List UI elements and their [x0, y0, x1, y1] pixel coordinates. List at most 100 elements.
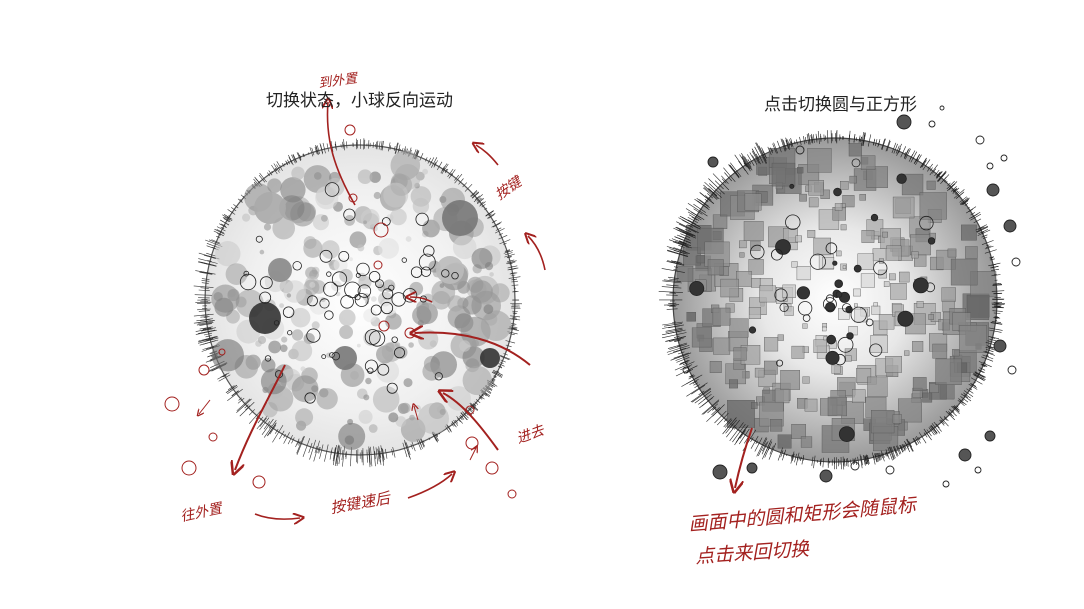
hatch-stroke: [860, 136, 862, 143]
dot: [689, 280, 705, 296]
square: [870, 335, 888, 353]
hatch-stroke: [891, 142, 897, 154]
hatch-stroke: [203, 254, 216, 259]
hatch-stroke: [678, 245, 685, 248]
ball: [422, 168, 428, 175]
hatch-stroke: [674, 361, 695, 371]
hatch-stroke: [227, 216, 230, 219]
hatch-stroke: [202, 327, 212, 331]
hatch-stroke: [459, 416, 463, 421]
ball-outline: [380, 301, 394, 315]
hatch-stroke: [507, 259, 515, 262]
hatch-stroke: [283, 433, 286, 438]
red-ball: [252, 475, 266, 489]
hatch-stroke: [861, 132, 864, 146]
hatch-stroke: [428, 437, 431, 441]
hatch-stroke: [319, 143, 323, 155]
hatch-stroke: [309, 147, 314, 157]
dot: [896, 173, 907, 184]
hatch-stroke: [394, 142, 398, 154]
hatch-stroke: [708, 188, 717, 197]
square: [769, 419, 783, 432]
left-sphere: [193, 138, 523, 468]
hatch-stroke: [990, 322, 1003, 325]
ball: [442, 200, 478, 236]
ball: [365, 377, 372, 385]
hatch-stroke: [341, 449, 344, 461]
hatch-stroke: [986, 244, 990, 247]
hatch-stroke: [863, 455, 866, 466]
hatch-stroke: [196, 322, 214, 326]
hatch-stroke: [373, 446, 376, 467]
square: [771, 162, 796, 187]
hatch-stroke: [239, 198, 243, 202]
ball-outline: [375, 279, 384, 289]
ball-outline: [264, 355, 272, 362]
hatch-stroke: [233, 204, 239, 209]
hatch-stroke: [471, 191, 479, 199]
ball: [480, 310, 512, 342]
dot: [870, 213, 879, 222]
square: [780, 370, 800, 390]
hatch-stroke: [741, 153, 753, 171]
floating-dot: [896, 114, 912, 130]
hatch-stroke: [288, 157, 293, 165]
dot: [826, 334, 836, 345]
hatch-stroke: [472, 192, 480, 199]
ball: [286, 293, 292, 298]
square: [857, 253, 874, 270]
hatch-stroke: [946, 180, 955, 190]
hatch-stroke: [682, 219, 698, 229]
hatch-stroke: [687, 224, 694, 228]
square: [782, 284, 796, 298]
hatch-stroke: [227, 386, 238, 395]
hatch-stroke: [734, 154, 749, 175]
hatch-stroke: [893, 143, 898, 154]
ball: [395, 416, 407, 427]
ball-outline: [324, 310, 334, 320]
hatch-stroke: [326, 143, 329, 152]
hatch-stroke: [791, 454, 793, 459]
hatch-stroke: [193, 285, 214, 288]
square: [886, 245, 902, 261]
hatch-stroke: [900, 146, 907, 158]
hatch-stroke: [237, 399, 251, 412]
hatch-stroke: [884, 452, 887, 457]
ball: [268, 258, 292, 282]
hatch-stroke: [222, 374, 227, 378]
ball: [339, 325, 353, 339]
hatch-stroke: [374, 451, 376, 460]
hatch-stroke: [195, 270, 216, 275]
square: [845, 355, 852, 362]
hatch-stroke: [227, 388, 243, 402]
hatch-stroke: [433, 162, 437, 166]
hatch-stroke: [811, 456, 814, 466]
hatch-stroke: [320, 144, 324, 154]
hatch-stroke: [879, 452, 882, 460]
dot: [802, 314, 811, 322]
hatch-stroke: [248, 409, 256, 416]
hatch-stroke: [926, 429, 932, 437]
ball-outline: [255, 235, 263, 243]
ball: [338, 422, 366, 450]
hatch-stroke: [263, 420, 277, 438]
hatch-stroke: [436, 433, 438, 436]
hatch-stroke: [315, 145, 319, 155]
hatch-stroke: [820, 133, 822, 142]
floating-dot: [819, 469, 833, 483]
hatch-stroke: [309, 439, 316, 460]
hatch-stroke: [291, 154, 296, 164]
hatch-stroke: [493, 369, 504, 376]
ball: [356, 343, 361, 348]
ball-outline: [388, 284, 395, 291]
hatch-stroke: [479, 201, 484, 205]
hatch-stroke: [376, 140, 379, 150]
floating-dot: [993, 339, 1007, 353]
hatch-stroke: [666, 284, 679, 287]
hatch-stroke: [889, 446, 895, 460]
hatch-stroke: [698, 390, 705, 396]
hatch-stroke: [322, 142, 326, 154]
ball: [272, 216, 296, 240]
hatch-stroke: [670, 261, 682, 265]
hatch-stroke: [933, 421, 942, 432]
